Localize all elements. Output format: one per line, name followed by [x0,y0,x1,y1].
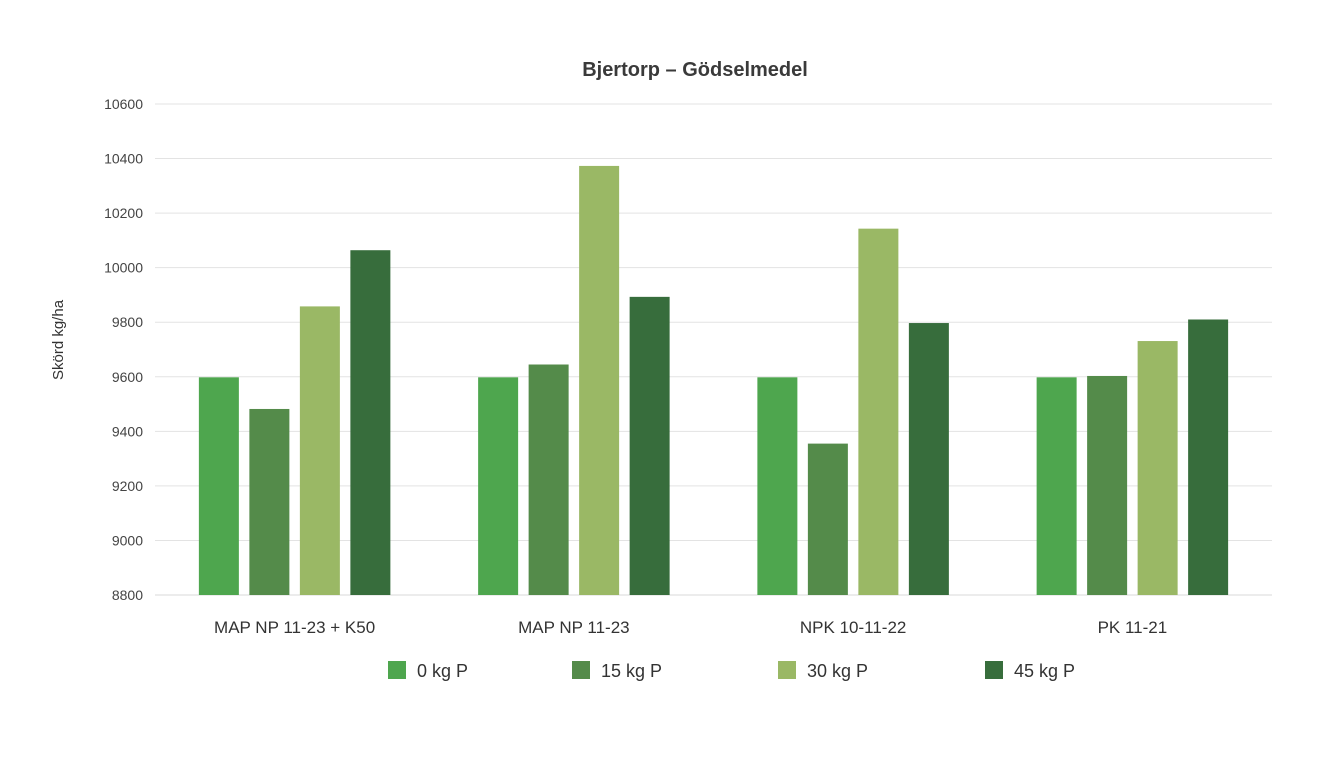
legend-label: 15 kg P [601,661,662,681]
legend-swatch [572,661,590,679]
y-tick-label: 9000 [112,532,143,548]
y-tick-label: 10600 [104,96,143,112]
bar [299,306,340,595]
y-tick-label: 8800 [112,587,143,603]
legend-label: 45 kg P [1014,661,1075,681]
bar [1036,377,1077,595]
y-tick-label: 10200 [104,205,143,221]
bar [858,228,899,596]
x-tick-label: MAP NP 11-23 [518,618,630,637]
bar [908,323,949,595]
legend-swatch [388,661,406,679]
legend-label: 0 kg P [417,661,468,681]
x-tick-label: NPK 10-11-22 [800,618,906,637]
y-axis-ticks: 8800 9000 9200 9400 9600 9800 10000 10200 10400 1… [104,96,143,603]
bar [528,364,569,595]
x-tick-label: PK 11-21 [1098,618,1168,637]
x-axis-ticks: MAP NP 11-23 + K50 MAP NP 11-23 NPK 10-11-… [214,618,1167,637]
legend-swatch [778,661,796,679]
legend: 0 kg P 15 kg P 30 kg P 45 kg P [388,661,1075,681]
y-tick-label: 9200 [112,478,143,494]
bar [249,408,290,595]
legend-label: 30 kg P [807,661,868,681]
bar [350,250,391,595]
legend-swatch [985,661,1003,679]
bar [579,165,620,595]
bar [807,443,848,595]
bar [629,296,670,595]
y-axis-label: Skörd kg/ha [50,299,67,380]
bar [1137,341,1178,595]
y-tick-label: 10400 [104,151,143,167]
y-tick-label: 9400 [112,423,143,439]
bars [198,165,1229,596]
bar [1087,375,1128,595]
grid-lines [155,103,1272,596]
y-tick-label: 9600 [112,369,143,385]
bar [198,377,239,595]
x-tick-label: MAP NP 11-23 + K50 [214,618,375,637]
chart-title: Bjertorp – Gödselmedel [582,59,808,81]
y-tick-label: 9800 [112,314,143,330]
y-tick-label: 10000 [104,260,143,276]
bar [757,377,798,595]
bar [478,377,519,595]
bar [1188,319,1229,595]
